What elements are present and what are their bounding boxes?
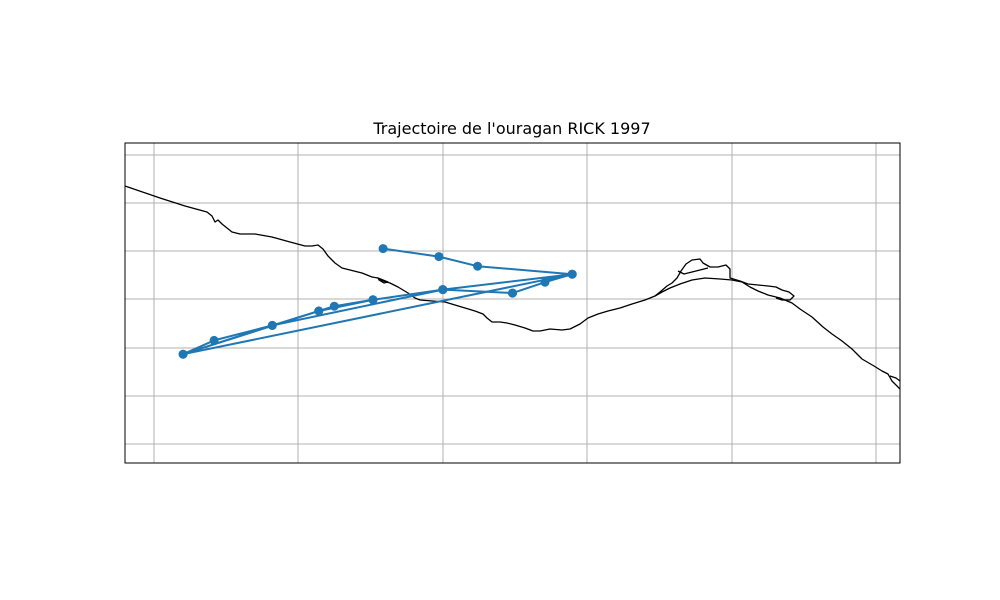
track-point bbox=[178, 349, 188, 359]
track-point bbox=[438, 285, 448, 295]
track-point bbox=[434, 252, 444, 262]
track-point bbox=[209, 335, 219, 345]
track-point bbox=[314, 306, 324, 316]
track-point bbox=[368, 295, 378, 305]
coastline bbox=[125, 185, 900, 390]
island-coastline bbox=[889, 375, 900, 382]
island-coastline bbox=[377, 277, 389, 284]
track-point bbox=[473, 261, 483, 271]
track-point bbox=[329, 301, 339, 311]
axes-frame bbox=[124, 142, 901, 464]
map-plot-area bbox=[124, 142, 901, 464]
peninsula-coastline bbox=[677, 267, 709, 275]
track-markers bbox=[178, 244, 577, 359]
track-point bbox=[567, 269, 577, 279]
hurricane-track bbox=[178, 244, 577, 359]
track-point bbox=[508, 288, 517, 298]
mainland-coastline bbox=[125, 185, 900, 390]
bay-coastline bbox=[654, 258, 795, 301]
gridlines bbox=[125, 143, 900, 463]
chart-title: Trajectoire de l'ouragan RICK 1997 bbox=[372, 119, 650, 138]
track-point bbox=[378, 244, 388, 254]
track-point bbox=[267, 320, 277, 330]
plot-background bbox=[125, 143, 900, 463]
track-point bbox=[540, 277, 550, 287]
